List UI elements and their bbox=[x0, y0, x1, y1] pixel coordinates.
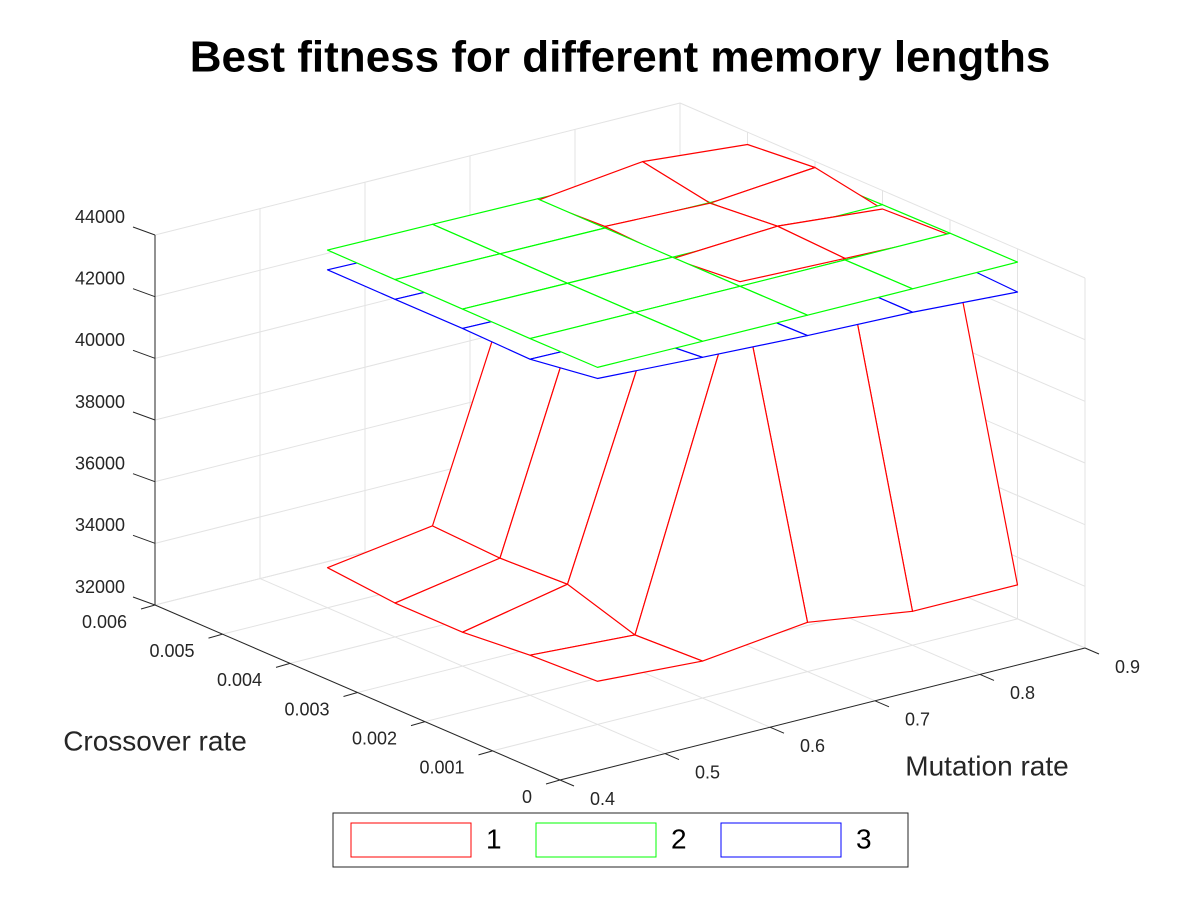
mesh-cell bbox=[529, 634, 704, 682]
legend-label: 1 bbox=[486, 823, 502, 854]
x-tick-label: 0.4 bbox=[590, 789, 615, 809]
z-tick bbox=[132, 473, 156, 483]
chart-title: Best fitness for different memory length… bbox=[190, 33, 1051, 82]
z-tick-label: 32000 bbox=[75, 577, 125, 597]
y-tick-label: 0 bbox=[522, 787, 532, 807]
y-tick-label: 0.006 bbox=[82, 612, 127, 632]
z-tick bbox=[132, 226, 156, 236]
x-tick bbox=[559, 779, 575, 787]
x-tick bbox=[874, 700, 890, 708]
x-axis bbox=[559, 647, 1086, 781]
y-tick-label: 0.003 bbox=[284, 699, 329, 719]
y-tick-label: 0.002 bbox=[352, 728, 397, 748]
x-tick-label: 0.6 bbox=[800, 736, 825, 756]
z-tick bbox=[132, 349, 156, 359]
legend-label: 2 bbox=[671, 823, 687, 854]
z-tick bbox=[132, 596, 156, 606]
x-tick bbox=[979, 673, 995, 681]
z-tick-label: 38000 bbox=[75, 392, 125, 412]
y-tick bbox=[545, 779, 561, 785]
y-axis-label: Crossover rate bbox=[63, 725, 247, 756]
grid-line bbox=[154, 102, 681, 236]
z-tick-label: 44000 bbox=[75, 207, 125, 227]
z-tick-label: 42000 bbox=[75, 268, 125, 288]
legend-swatch bbox=[350, 822, 472, 858]
x-tick-label: 0.7 bbox=[905, 710, 930, 730]
axes: 0.4 0.5 0.6 0.7 0.8 0.9 0 0.001 0.002 0.003 0.004 0… bbox=[75, 207, 1140, 809]
mesh bbox=[326, 143, 1019, 682]
z-tick-label: 40000 bbox=[75, 330, 125, 350]
z-tick-label: 36000 bbox=[75, 453, 125, 473]
legend-swatch bbox=[720, 822, 842, 858]
z-tick bbox=[132, 534, 156, 544]
legend: 1 2 3 bbox=[332, 812, 909, 868]
mesh-cell bbox=[529, 311, 704, 368]
z-tick bbox=[132, 411, 156, 421]
legend-label: 3 bbox=[856, 823, 872, 854]
x-tick bbox=[769, 726, 785, 734]
y-tick bbox=[343, 692, 358, 697]
y-tick-label: 0.001 bbox=[419, 758, 464, 778]
grid-line bbox=[679, 102, 1086, 279]
y-tick bbox=[410, 721, 426, 727]
x-axis-label: Mutation rate bbox=[905, 750, 1068, 781]
y-tick-label: 0.004 bbox=[217, 670, 262, 690]
y-tick bbox=[275, 662, 291, 668]
legend-box bbox=[332, 812, 909, 868]
z-tick bbox=[132, 288, 156, 298]
x-tick-label: 0.5 bbox=[695, 762, 720, 782]
y-tick bbox=[208, 633, 223, 639]
grid-line bbox=[492, 618, 1018, 752]
x-tick bbox=[664, 753, 680, 761]
y-tick bbox=[140, 604, 156, 610]
y-tick bbox=[478, 750, 493, 756]
x-tick-label: 0.8 bbox=[1010, 683, 1035, 703]
z-tick-label: 34000 bbox=[75, 515, 125, 535]
y-tick-label: 0.005 bbox=[149, 641, 194, 661]
x-tick bbox=[1084, 647, 1100, 655]
x-tick-label: 0.9 bbox=[1115, 657, 1140, 677]
legend-swatch bbox=[535, 822, 657, 858]
